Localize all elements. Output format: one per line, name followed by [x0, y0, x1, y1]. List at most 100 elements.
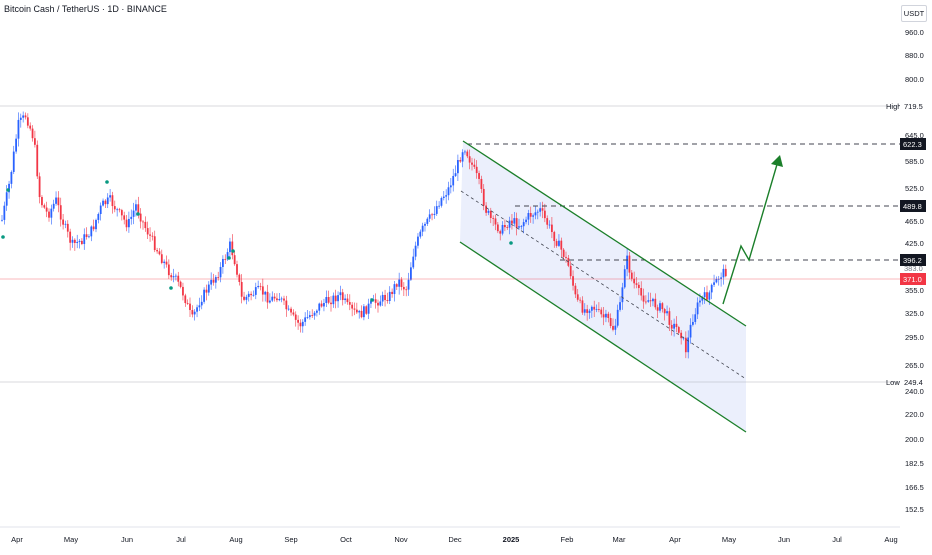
candle-body	[379, 301, 382, 306]
projection-arrow-path[interactable]	[722, 160, 779, 305]
candle-body	[66, 223, 69, 232]
time-axis[interactable]: Apr May Jun Jul Aug Sep Oct Nov Dec 2025 Feb Mar Apr…	[11, 535, 898, 544]
candle-body	[76, 241, 79, 243]
candle-body	[273, 296, 276, 299]
candle-body	[358, 310, 361, 313]
price-axis[interactable]: 960.0 880.0 800.0 645.0 585.0 525.0 465.0 425.0…	[905, 28, 924, 514]
candle-body	[527, 213, 530, 220]
time-tick-label: May	[722, 535, 736, 544]
candle-body	[17, 119, 20, 139]
candle-body	[240, 281, 243, 297]
current-price-tag: 383.0 371.0	[900, 264, 926, 285]
candle-body	[311, 315, 314, 316]
candle-body	[214, 277, 217, 283]
candle-body	[520, 226, 523, 227]
candle-body	[113, 206, 116, 210]
candle-body	[621, 287, 624, 303]
candle-body	[405, 289, 408, 291]
candle-body	[102, 200, 104, 206]
candle-body	[464, 151, 466, 153]
level-622-value: 622.3	[903, 140, 922, 149]
current-behind-value: 383.0	[904, 264, 923, 273]
candle-body	[581, 300, 584, 313]
candle-body	[120, 210, 123, 216]
price-tick-label: 152.5	[905, 505, 924, 514]
candle-body	[489, 210, 492, 218]
candle-body	[203, 289, 205, 302]
candle-series	[1, 111, 727, 359]
candle-body	[656, 307, 659, 311]
candle-body	[243, 296, 245, 300]
candle-body	[348, 302, 351, 305]
candle-body	[320, 303, 323, 307]
candle-body	[22, 115, 25, 118]
candle-body	[231, 241, 234, 256]
candle-body	[506, 227, 509, 228]
candle-body	[125, 219, 128, 228]
candle-body	[529, 213, 532, 217]
candle-body	[360, 310, 363, 318]
candle-body	[182, 286, 184, 296]
high-value: 719.5	[904, 102, 923, 111]
candle-body	[499, 231, 502, 234]
candle-body	[715, 278, 718, 283]
candle-body	[370, 300, 372, 304]
candle-body	[26, 117, 29, 126]
candle-body	[414, 245, 417, 257]
candle-body	[457, 160, 459, 174]
candle-body	[677, 327, 680, 333]
candle-body	[97, 214, 100, 220]
candle-body	[283, 298, 285, 301]
candle-body	[668, 311, 671, 325]
candle-body	[34, 138, 36, 145]
candle-body	[663, 309, 666, 314]
candle-body	[48, 211, 50, 218]
low-label: Low	[886, 378, 900, 387]
candle-body	[438, 205, 440, 207]
candle-body	[36, 144, 39, 177]
candle-body	[229, 241, 231, 253]
candle-body	[586, 309, 589, 313]
channel-mid-line[interactable]	[460, 190, 747, 380]
candle-body	[106, 197, 109, 205]
candle-body	[271, 296, 274, 301]
candle-body	[645, 301, 647, 303]
candle-body	[226, 252, 229, 260]
candle-body	[64, 223, 67, 225]
candle-body	[461, 152, 464, 162]
candle-body	[167, 264, 170, 276]
candle-body	[553, 232, 556, 242]
candle-body	[123, 215, 126, 220]
currency-button[interactable]: USDT	[901, 5, 927, 22]
candle-body	[442, 196, 445, 199]
candle-body	[297, 319, 299, 323]
candle-body	[687, 337, 690, 353]
channel-lower-line[interactable]	[459, 241, 747, 433]
signal-dot	[6, 188, 10, 192]
candle-body	[598, 309, 600, 310]
candle-body	[565, 256, 567, 258]
candle-body	[233, 255, 236, 265]
candle-body	[327, 297, 330, 303]
candle-body	[496, 224, 499, 232]
candle-body	[478, 173, 480, 179]
candle-body	[313, 312, 316, 316]
candle-body	[144, 221, 147, 229]
channel-upper-line[interactable]	[462, 140, 747, 327]
candle-body	[353, 308, 356, 310]
candle-body	[701, 297, 704, 301]
time-tick-label: Jul	[832, 535, 842, 544]
candle-body	[555, 241, 558, 246]
candle-body	[374, 299, 377, 303]
signal-dot	[370, 298, 374, 302]
candle-body	[24, 115, 27, 118]
candle-body	[661, 303, 664, 310]
candle-body	[699, 300, 701, 303]
candle-body	[280, 298, 283, 300]
candle-body	[294, 314, 297, 320]
candle-body	[393, 284, 396, 295]
candle-body	[689, 324, 692, 338]
symbol-title[interactable]: Bitcoin Cash / TetherUS · 1D · BINANCE	[4, 4, 167, 14]
